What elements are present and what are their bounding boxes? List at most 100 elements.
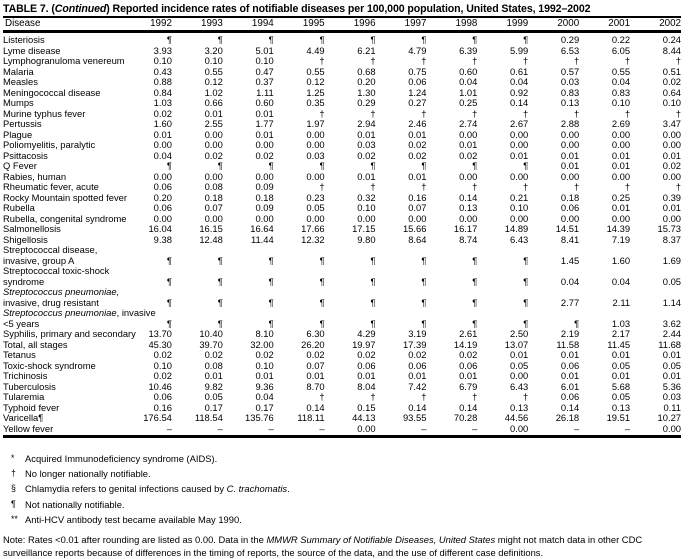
rate-cell: 16.64: [250, 223, 274, 234]
table-row: Streptococcal toxic-shock: [3, 265, 681, 277]
rate-cell: 0.84: [153, 86, 172, 98]
rate-cell: 0.00: [662, 422, 681, 434]
column-header-disease: Disease: [3, 17, 121, 33]
rate-cell: 0.83: [560, 86, 580, 98]
table-row: Tularemia 0.06 0.05 0.04 † † † † † 0.06 0.05 0.03: [3, 391, 681, 403]
rate-cell: 0.68: [357, 65, 376, 77]
table-row: Q Fever ¶ ¶ ¶ ¶ ¶ ¶ ¶ ¶ 0.01 0.01 0.02: [3, 160, 681, 172]
rate-cell: 3.47: [662, 118, 681, 129]
table-row: Malaria 0.43 0.55 0.47 0.55 0.68 0.75 0.60 0.61 0…: [3, 65, 681, 78]
column-header-year: 1999: [477, 17, 529, 33]
rate-cell: ¶: [319, 160, 325, 171]
rate-cell: 0.13: [510, 401, 529, 413]
rate-cell: 0.00: [611, 170, 631, 182]
rate-cell: ¶: [268, 34, 274, 45]
rate-cell: 0.22: [611, 34, 631, 45]
disease-label: Streptococcus pneumoniae, invasive: [3, 307, 156, 318]
rate-cell: 0.60: [459, 65, 478, 77]
rate-cell: 6.79: [459, 380, 478, 392]
rate-cell: 0.13: [459, 202, 478, 213]
rate-cell: 6.39: [459, 44, 478, 56]
rate-cell: 0.00: [510, 212, 529, 224]
table-row: Murine typhus fever 0.02 0.01 0.01 † † † † † † † †: [3, 107, 681, 120]
rate-cell: 0.02: [357, 149, 376, 161]
rate-cell: ¶: [370, 275, 376, 287]
rate-cell: ¶: [421, 254, 427, 266]
rate-cell: 1.60: [611, 254, 631, 266]
disease-label: Syphilis, primary and secondary: [3, 328, 136, 339]
rate-cell: 2.61: [459, 328, 478, 339]
rate-cell: 0.00: [662, 170, 681, 182]
rate-cell: 0.83: [611, 86, 631, 98]
rate-cell: 14.19: [453, 338, 478, 350]
column-header-year: 2001: [579, 17, 631, 33]
rate-cell: †: [523, 391, 529, 402]
rate-cell: †: [675, 181, 681, 192]
table-row: Streptococcus pneumoniae,: [3, 286, 681, 298]
rate-cell: †: [370, 107, 376, 119]
rate-cell: 3.62: [662, 317, 681, 329]
rate-cell: 0.10: [357, 202, 376, 213]
rate-cell: 8.41: [560, 233, 580, 245]
rate-cell: 0.13: [611, 401, 631, 413]
table-row: Rheumatic fever, acute 0.06 0.08 0.09 † † † † † †…: [3, 181, 681, 193]
rate-cell: 8.70: [306, 380, 325, 392]
disease-label: Psittacosis: [3, 149, 48, 161]
rate-cell: 0.06: [459, 359, 478, 371]
rate-cell: 2.19: [560, 328, 580, 339]
rate-cell: †: [370, 55, 376, 66]
disease-label: Listeriosis: [3, 34, 45, 45]
disease-label: syndrome: [3, 275, 45, 287]
rate-cell: 0.07: [306, 359, 325, 371]
table-title-continued: Continued: [54, 3, 107, 15]
rate-cell: 3.93: [153, 44, 172, 56]
rate-cell: ¶: [166, 296, 172, 308]
disease-label: Total, all stages: [3, 338, 68, 350]
disease-label: Tetanus: [3, 349, 36, 360]
disease-label: Streptococcal disease,: [3, 244, 98, 255]
table-row: syndrome ¶ ¶ ¶ ¶ ¶ ¶ ¶ ¶ 0.04 0.04 0.05: [3, 275, 681, 288]
rate-cell: 0.10: [662, 97, 681, 108]
rate-cell: 1.01: [459, 86, 478, 98]
rate-cell: †: [624, 181, 631, 192]
rate-cell: 0.43: [153, 65, 172, 77]
rate-cell: 0.02: [204, 149, 223, 161]
rate-cell: 0.00: [560, 128, 580, 140]
rate-cell: 70.28: [453, 412, 478, 423]
rate-cell: 0.08: [204, 359, 223, 371]
rate-cell: ¶: [166, 34, 172, 45]
rate-cell: 176.54: [143, 412, 172, 423]
disease-label: Rabies, human: [3, 170, 67, 182]
rate-cell: 0.00: [306, 170, 325, 182]
rate-cell: ¶: [370, 317, 376, 329]
rate-cell: 0.01: [408, 170, 427, 182]
rate-cell: 0.75: [408, 65, 427, 77]
footnote-marker: **: [11, 513, 18, 524]
rate-cell: ¶: [268, 254, 274, 266]
rate-cell: 14.39: [606, 223, 631, 234]
rate-cell: 14.51: [555, 223, 580, 234]
rate-cell: 0.10: [204, 55, 223, 66]
rate-cell: 0.02: [153, 107, 172, 119]
rate-cell: 15.73: [657, 223, 681, 234]
rate-cell: †: [523, 107, 529, 119]
rate-cell: 0.29: [560, 34, 580, 45]
rate-cell: 0.66: [204, 97, 223, 108]
rate-cell: ¶: [421, 317, 427, 329]
disease-label: Rocky Mountain spotted fever: [3, 191, 128, 203]
rate-cell: ¶: [217, 160, 223, 171]
rate-cell: 44.13: [352, 412, 376, 423]
column-header-year: 1992: [121, 17, 172, 33]
rate-cell: 0.00: [459, 170, 478, 182]
rate-cell: 6.53: [560, 44, 580, 56]
rate-cell: 0.02: [408, 149, 427, 161]
rate-cell: 8.74: [459, 233, 478, 245]
rate-cell: 8.44: [662, 44, 681, 56]
rate-cell: 0.00: [459, 212, 478, 224]
disease-label: Lymphogranuloma venereum: [3, 55, 125, 66]
disease-label: Tuberculosis: [3, 380, 56, 392]
rate-cell: 0.01: [357, 370, 376, 381]
rate-cell: 14.89: [504, 223, 529, 234]
disease-label: Mumps: [3, 97, 34, 108]
rate-cell: 0.01: [611, 349, 631, 360]
